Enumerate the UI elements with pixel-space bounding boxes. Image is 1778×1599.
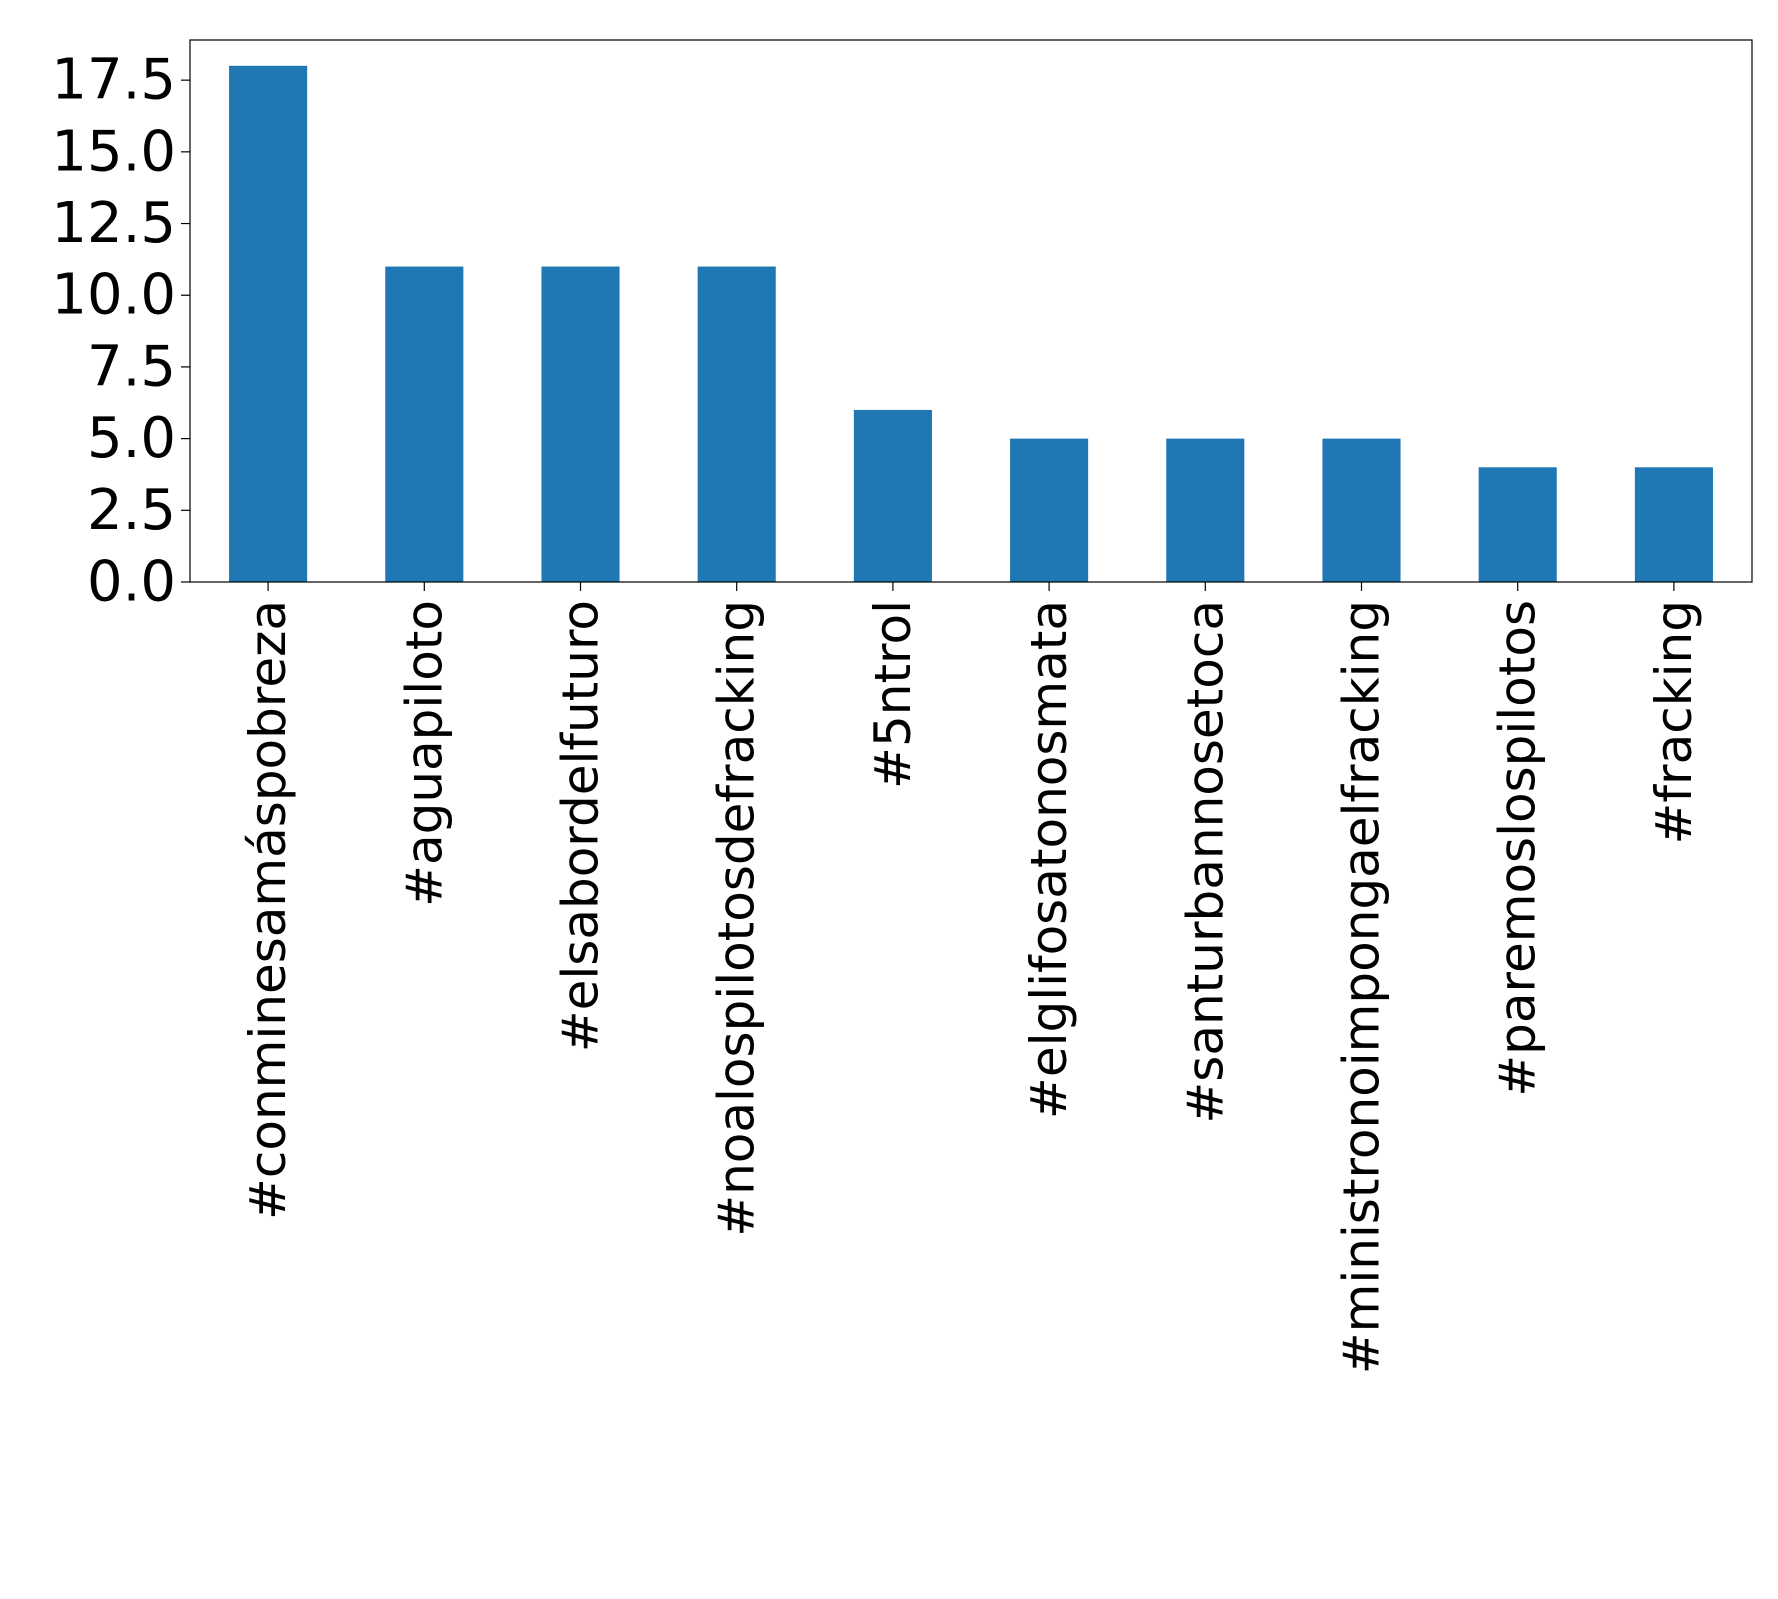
y-tick-label-7: 17.5 <box>51 48 176 113</box>
y-tick-label-1: 2.5 <box>87 478 176 543</box>
bar-2 <box>541 266 620 582</box>
y-tick-label-4: 10.0 <box>51 263 176 328</box>
bar-0 <box>229 65 308 583</box>
x-tick-label-2: #elsabordelfuturo <box>552 600 610 1052</box>
y-tick-label-3: 7.5 <box>87 334 176 399</box>
y-tick-label-0: 0.0 <box>87 550 176 615</box>
x-tick-label-7: #ministronoimpongaelfracking <box>1333 600 1391 1374</box>
y-tick-label-6: 15.0 <box>51 119 176 184</box>
x-tick-label-4: #5ntrol <box>864 600 922 789</box>
x-tick-label-1: #aguapiloto <box>395 600 453 907</box>
bars-layer <box>229 65 1713 583</box>
bar-3 <box>697 266 776 582</box>
x-tick-label-3: #noalospilotosdefracking <box>708 600 766 1237</box>
x-tick-label-5: #elglifosatonosmata <box>1020 600 1078 1119</box>
bar-1 <box>385 266 464 582</box>
bar-7 <box>1322 438 1401 582</box>
x-tick-label-6: #santurbannosetoca <box>1176 600 1234 1124</box>
y-tick-label-2: 5.0 <box>87 406 176 471</box>
x-tick-label-8: #paremoslospilotos <box>1489 600 1547 1097</box>
y-tick-label-5: 12.5 <box>51 191 176 256</box>
bar-9 <box>1634 467 1713 582</box>
bar-8 <box>1478 467 1557 582</box>
x-tick-label-0: #conminesamáspobreza <box>239 600 297 1220</box>
bar-4 <box>853 409 932 582</box>
bar-5 <box>1010 438 1089 582</box>
x-tick-label-9: #fracking <box>1645 600 1703 844</box>
plot-area-frame <box>189 39 1753 583</box>
ticks-layer: #conminesamáspobreza #aguapiloto #elsabord… <box>51 48 1703 1375</box>
bar-6 <box>1166 438 1245 582</box>
